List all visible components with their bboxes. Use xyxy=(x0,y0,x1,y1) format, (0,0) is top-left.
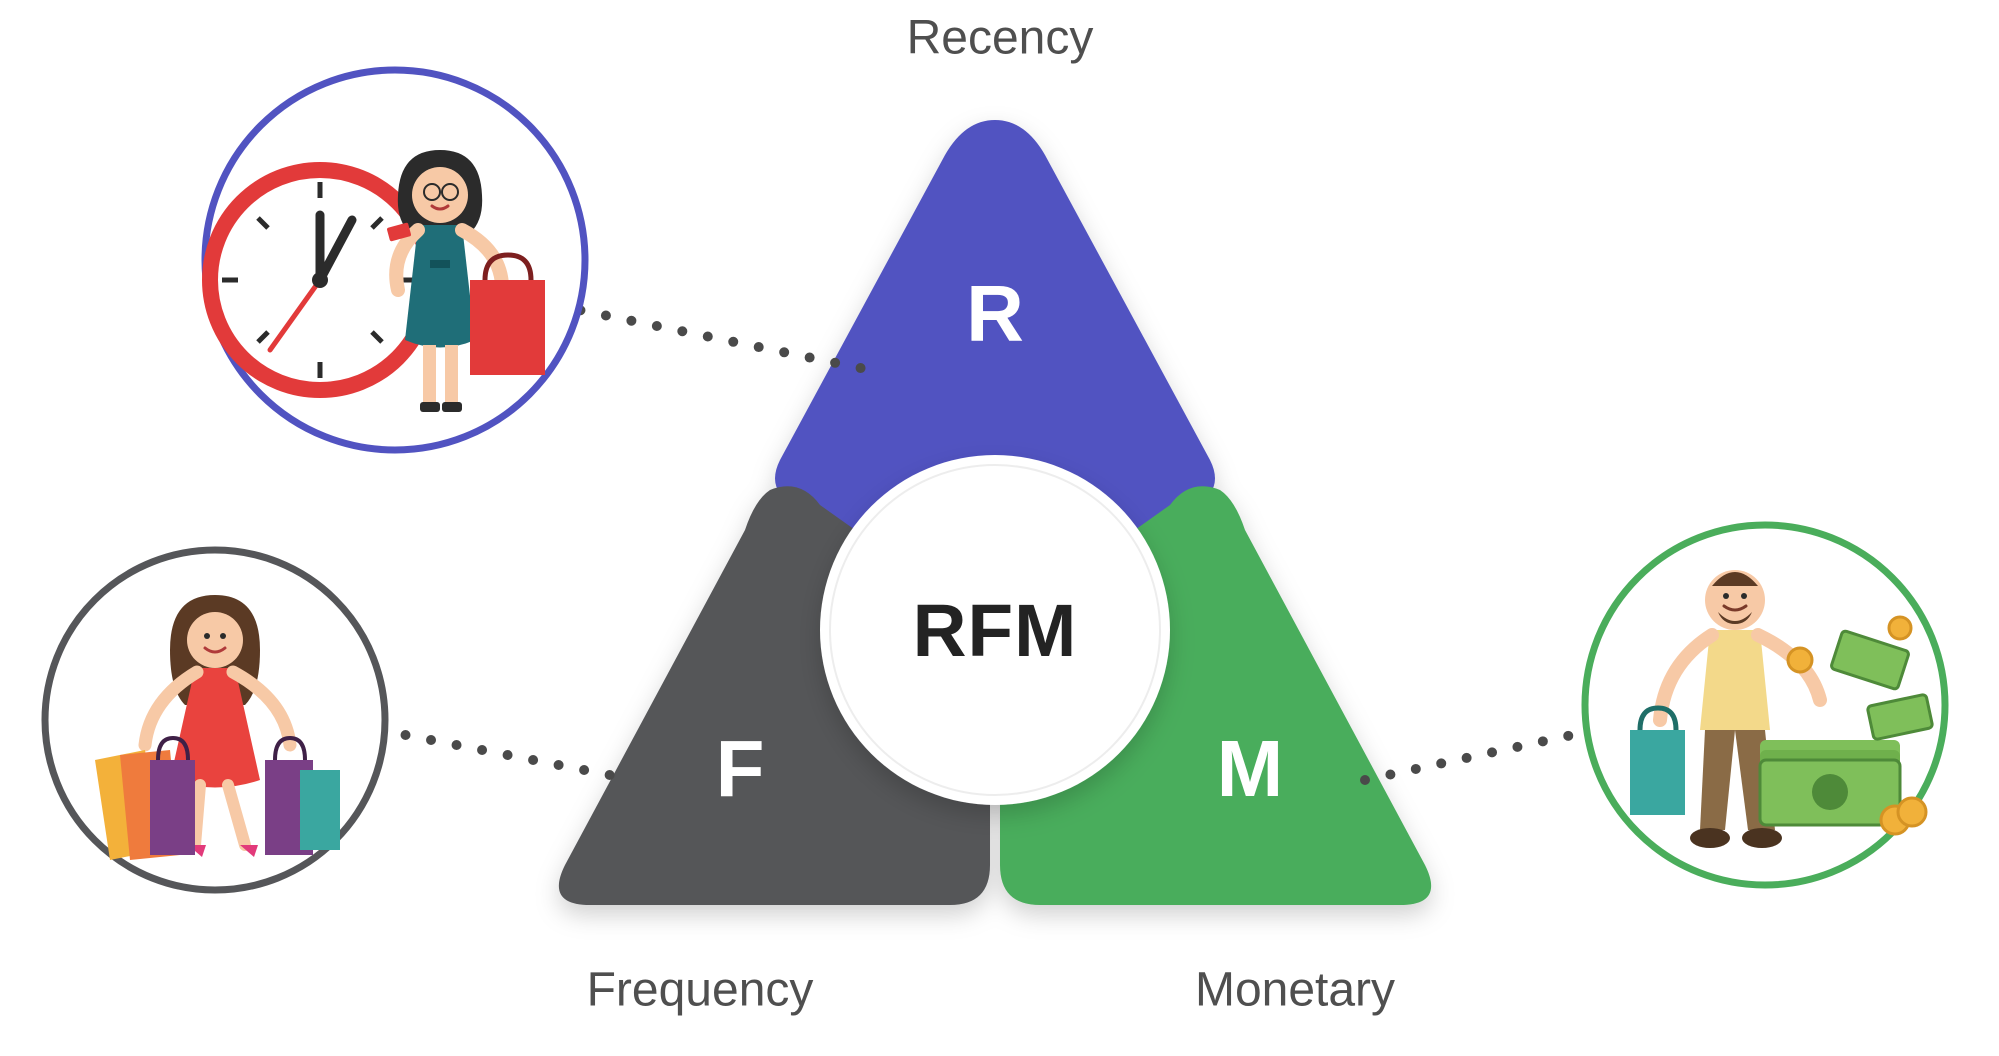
label-frequency: Frequency xyxy=(587,963,814,1018)
bubble-recency xyxy=(205,70,585,450)
segment-letter-f: F xyxy=(716,724,765,813)
connector-recency xyxy=(555,305,870,370)
connector-monetary xyxy=(1365,730,1595,780)
segment-letter-r: R xyxy=(966,269,1024,358)
segment-letter-m: M xyxy=(1217,724,1284,813)
diagram-canvas: R F M xyxy=(0,0,1999,1056)
rfm-diagram: R F M xyxy=(0,0,1999,1056)
bubble-frequency xyxy=(45,550,385,890)
label-recency: Recency xyxy=(907,11,1094,66)
label-monetary: Monetary xyxy=(1195,963,1395,1018)
connector-frequency xyxy=(380,730,635,780)
bubble-monetary xyxy=(1585,525,1945,885)
center-label: RFM xyxy=(913,587,1078,673)
